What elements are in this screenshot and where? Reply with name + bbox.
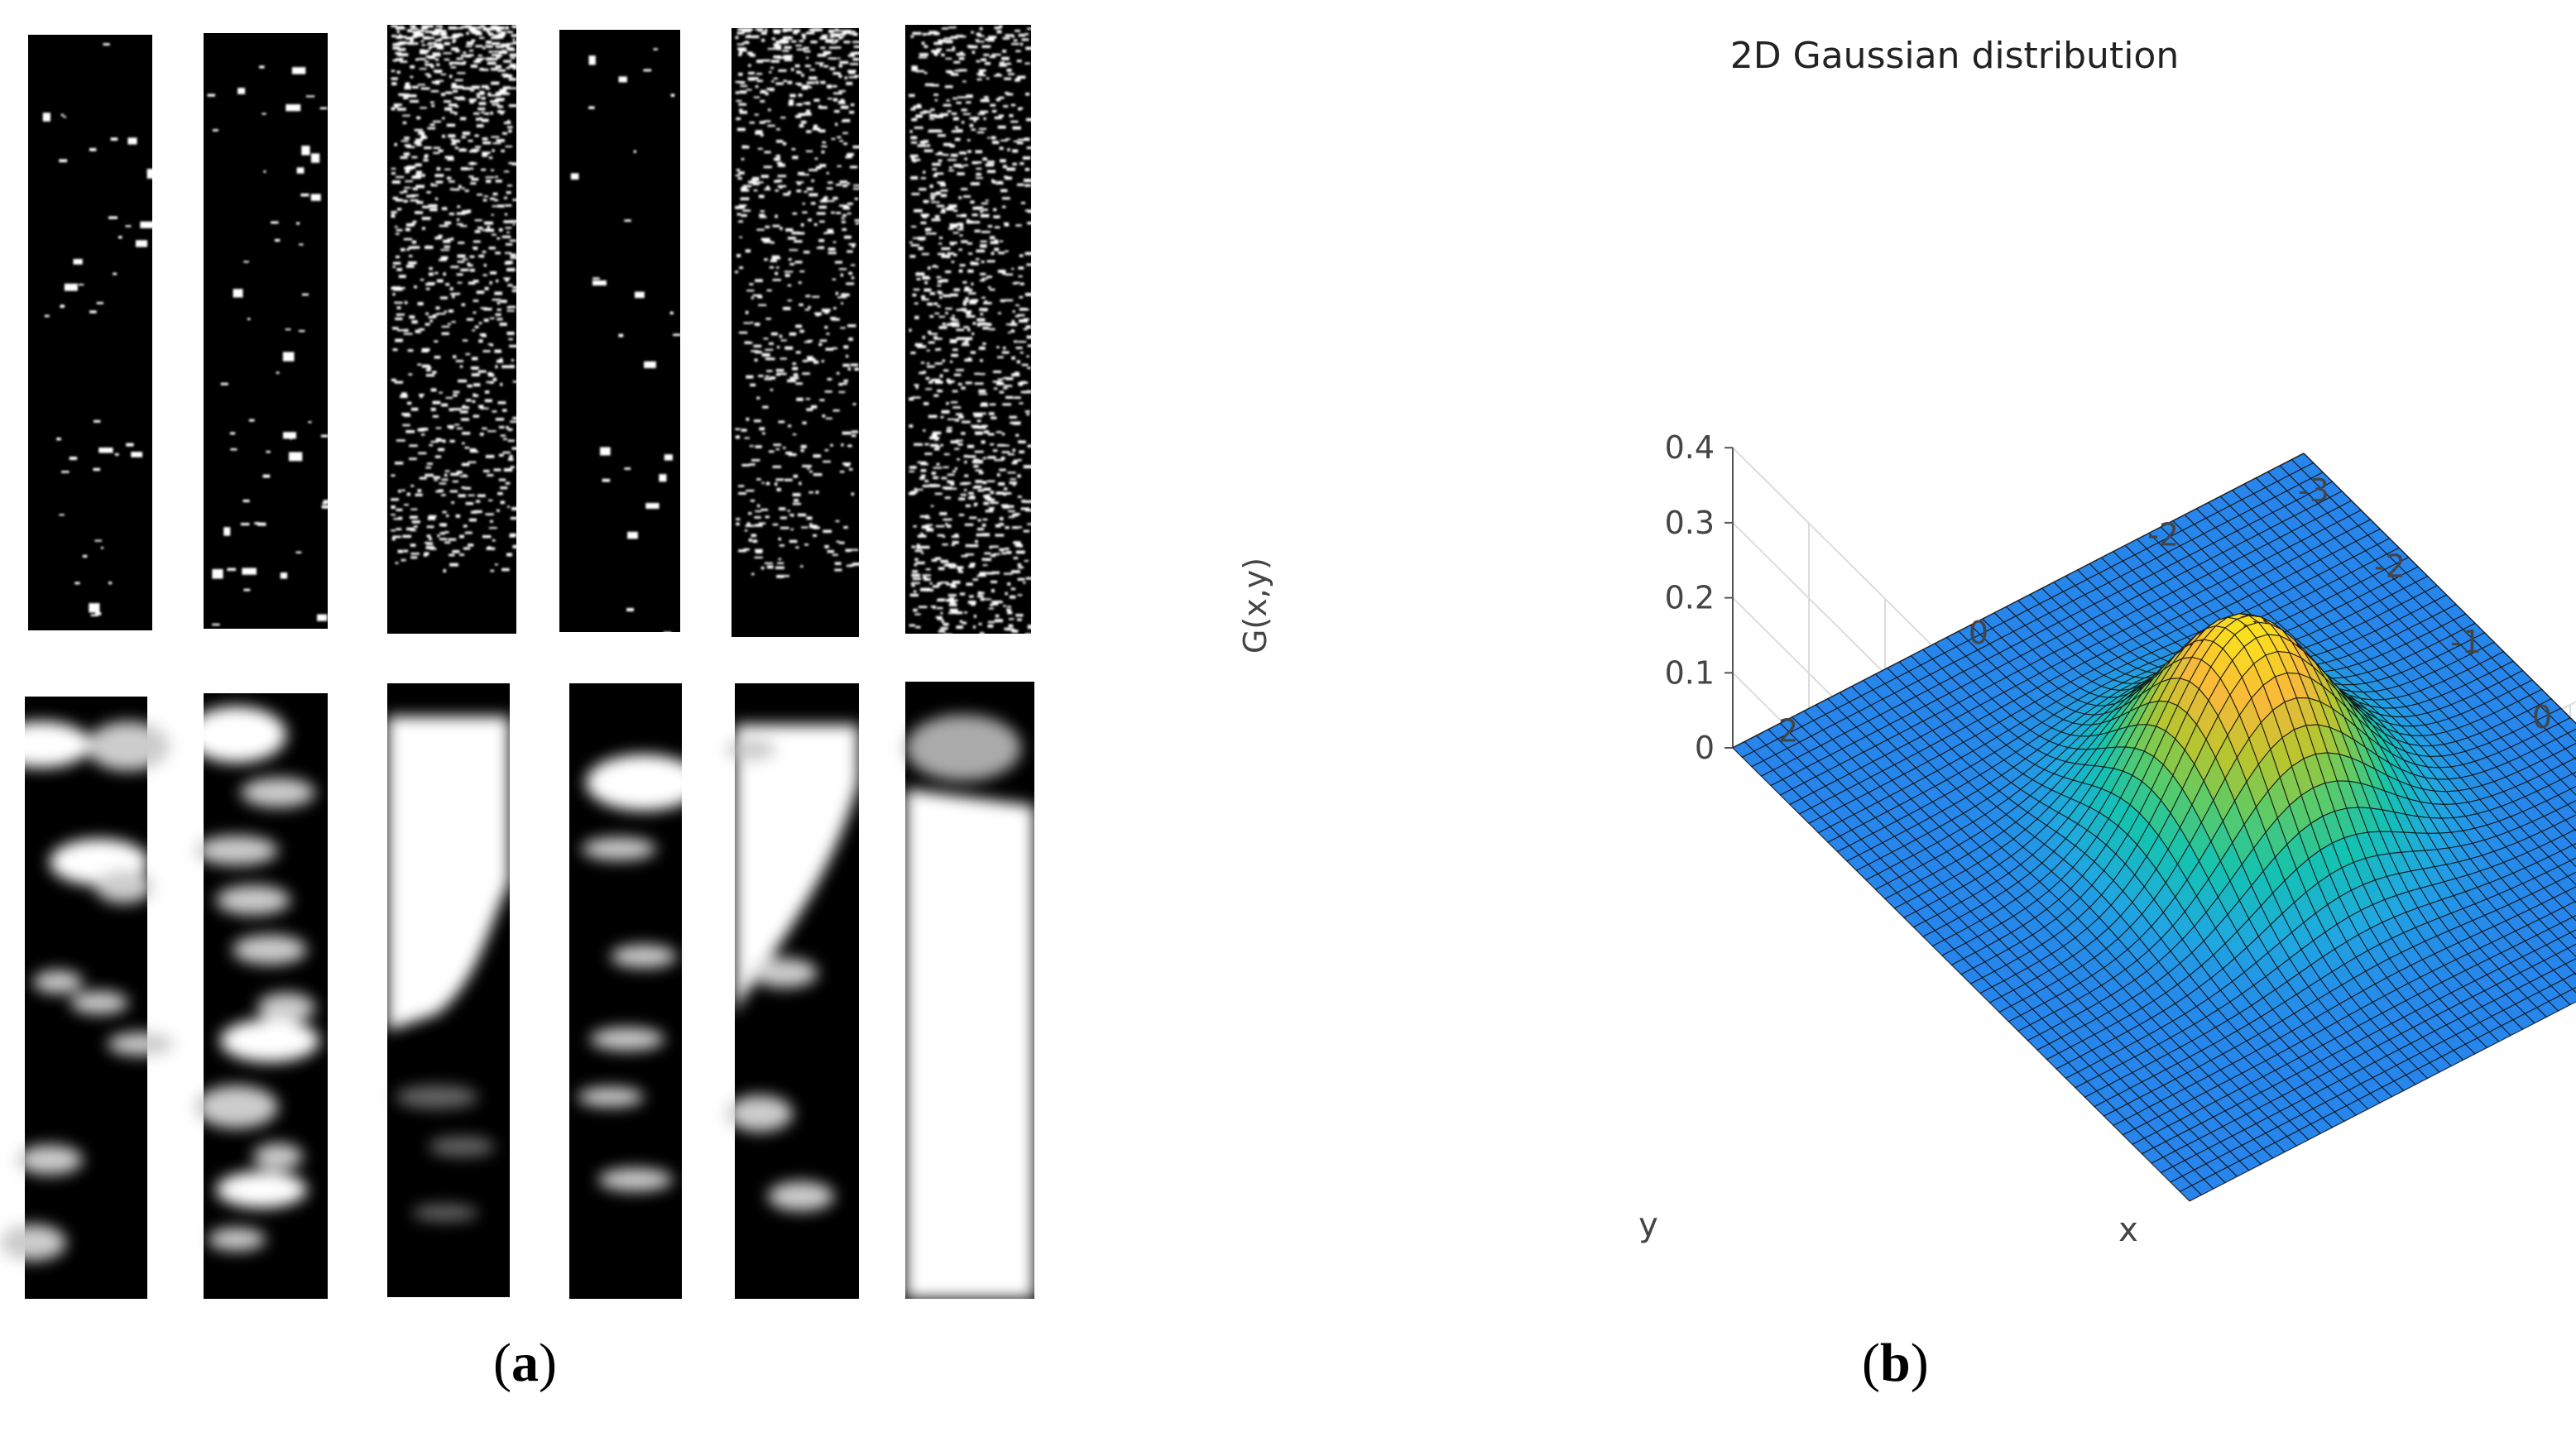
noisy-strip	[559, 30, 681, 634]
x-tick-label: 0	[2532, 699, 2552, 735]
surface-patch	[2567, 943, 2576, 958]
y-axis-label: y	[1638, 1206, 1658, 1244]
noisy-strip	[387, 25, 520, 634]
surface-patch	[2571, 986, 2576, 994]
z-tick-label: 0.1	[1665, 654, 1715, 691]
strip-images-panel	[0, 25, 1037, 1299]
surface-patch	[2571, 771, 2576, 778]
x-tick-label: -1	[2450, 624, 2482, 660]
z-tick-label: 0.2	[1665, 580, 1715, 616]
noisy-strip	[28, 35, 159, 630]
z-tick-label: 0	[1695, 730, 1715, 766]
noisy-strip	[204, 33, 331, 629]
blurred-strip	[727, 683, 859, 1299]
y-tick-label: 0	[1969, 615, 1988, 651]
y-tick-label: 2	[1778, 713, 1798, 750]
gaussian-surface-chart: 2D Gaussian distribution 0 0.1 0.2 0.3 0.4 -2…	[1237, 35, 2576, 1249]
axis-ticks: 00.10.20.30.4-202-3-2-10123	[1665, 429, 2553, 766]
caption-b: (b)	[1862, 1333, 1929, 1393]
surface-patch	[2571, 915, 2576, 922]
surface-patch	[2559, 989, 2576, 1006]
surface-patch	[2567, 871, 2576, 886]
y-tick-label: -2	[2147, 517, 2179, 553]
z-tick-label: 0.4	[1665, 429, 1715, 466]
blurred-strip	[905, 682, 1034, 1299]
x-tick-label: -3	[2298, 472, 2329, 509]
surface-patch	[2567, 728, 2576, 742]
surface-mesh	[1732, 453, 2576, 1202]
noisy-strip	[905, 25, 1037, 637]
blurred-strips-row	[0, 682, 1034, 1299]
noisy-strip	[732, 28, 864, 637]
blurred-strip	[0, 697, 174, 1299]
noisy-strips-row	[28, 25, 1037, 637]
blurred-strip	[569, 683, 702, 1299]
z-axis-label: G(x,y)	[1237, 558, 1274, 654]
x-axis-label: x	[2118, 1211, 2138, 1249]
surface-patch	[2569, 785, 2576, 796]
surface-patch	[2569, 857, 2576, 868]
chart-title: 2D Gaussian distribution	[1730, 35, 2179, 77]
caption-a: (a)	[493, 1333, 557, 1393]
blurred-strip	[387, 683, 510, 1297]
blurred-strip	[187, 693, 328, 1299]
surface-patch	[2571, 843, 2576, 850]
surface-patch	[2567, 800, 2576, 814]
surface-patch	[2569, 929, 2576, 940]
z-tick-label: 0.3	[1665, 505, 1715, 541]
x-tick-label: -2	[2374, 548, 2406, 585]
